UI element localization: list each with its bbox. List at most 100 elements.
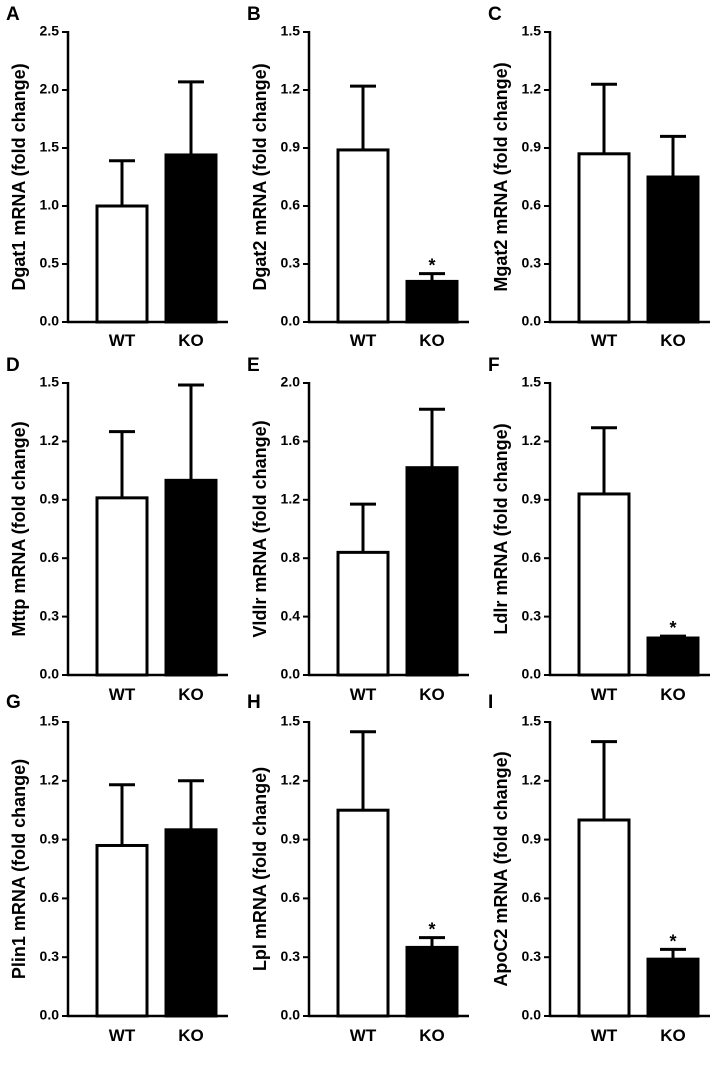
significance-marker: * xyxy=(428,920,435,940)
y-tick-label: 0.3 xyxy=(522,255,542,271)
bar-ko xyxy=(405,279,459,324)
y-tick-label: 0.6 xyxy=(522,889,542,905)
panel-h: H Lpl mRNA (fold change) WT * KO 0.0 0.3 0.6 0.9… xyxy=(247,692,469,1045)
panel-f: F Ldlr mRNA (fold change) WT * KO 0.0 0.3 0.6 0.… xyxy=(488,355,710,704)
y-axis-label: Mttp mRNA (fold change) xyxy=(9,421,29,636)
category-label: WT xyxy=(350,685,377,704)
y-axis-label: Dgat2 mRNA (fold change) xyxy=(250,63,270,290)
panel-c: C Mgat2 mRNA (fold change) WT KO 0.0 0.3 0.6 0.… xyxy=(488,4,710,350)
bar-wt xyxy=(336,550,390,677)
bar-ko xyxy=(405,945,459,1018)
y-tick-label: 0.3 xyxy=(281,255,301,271)
y-axis-label: Ldlr mRNA (fold change) xyxy=(491,423,511,634)
y-axis-label: ApoC2 mRNA (fold change) xyxy=(491,751,511,986)
y-axis-label: Mgat2 mRNA (fold change) xyxy=(491,62,511,291)
y-tick-label: 1.2 xyxy=(281,81,301,97)
y-tick-label: 1.2 xyxy=(522,772,542,788)
y-tick-label: 0.0 xyxy=(281,1007,301,1023)
bar-ko xyxy=(646,175,700,324)
y-tick-label: 0.4 xyxy=(281,607,301,623)
category-label: KO xyxy=(178,331,204,350)
y-tick-label: 2.0 xyxy=(281,374,301,390)
significance-marker: * xyxy=(669,618,676,638)
y-tick-label: 0.8 xyxy=(281,549,301,565)
category-label: KO xyxy=(419,685,445,704)
y-tick-label: 1.2 xyxy=(522,81,542,97)
category-label: WT xyxy=(350,331,377,350)
y-tick-label: 1.6 xyxy=(281,432,301,448)
y-tick-label: 1.5 xyxy=(522,23,542,39)
bar-wt xyxy=(577,492,631,677)
y-tick-label: 1.2 xyxy=(281,491,301,507)
y-tick-label: 0.9 xyxy=(522,139,542,155)
y-tick-label: 0.9 xyxy=(522,491,542,507)
bar-ko xyxy=(164,828,218,1018)
y-tick-label: 0.6 xyxy=(40,889,60,905)
category-label: WT xyxy=(591,685,618,704)
category-label: KO xyxy=(419,331,445,350)
category-label: KO xyxy=(178,685,204,704)
y-tick-label: 1.5 xyxy=(40,713,60,729)
panel-d: D Mttp mRNA (fold change) WT KO 0.0 0.3 0.6 0.9… xyxy=(6,355,228,704)
y-tick-label: 1.5 xyxy=(40,374,60,390)
y-tick-label: 1.0 xyxy=(40,197,60,213)
panel-letter: H xyxy=(247,692,261,713)
bar-wt xyxy=(577,152,631,324)
category-label: KO xyxy=(660,685,686,704)
y-tick-label: 1.5 xyxy=(40,139,60,155)
category-label: WT xyxy=(591,331,618,350)
bar-wt xyxy=(577,818,631,1018)
y-tick-label: 0.9 xyxy=(281,139,301,155)
panel-letter: E xyxy=(247,355,260,376)
y-tick-label: 0.9 xyxy=(40,491,60,507)
category-label: KO xyxy=(178,1026,204,1045)
y-tick-label: 0.0 xyxy=(281,313,301,329)
y-tick-label: 0.6 xyxy=(522,549,542,565)
y-tick-label: 0.9 xyxy=(522,830,542,846)
panel-g: G Plin1 mRNA (fold change) WT KO 0.0 0.3 0.6 0.… xyxy=(6,692,228,1045)
y-tick-label: 1.5 xyxy=(522,374,542,390)
panel-letter: B xyxy=(247,4,261,25)
y-tick-label: 1.2 xyxy=(522,432,542,448)
y-tick-label: 0.9 xyxy=(40,830,60,846)
y-tick-label: 0.6 xyxy=(40,549,60,565)
bar-wt xyxy=(336,808,390,1018)
category-label: WT xyxy=(109,685,136,704)
category-label: WT xyxy=(109,331,136,350)
y-tick-label: 0.0 xyxy=(40,666,60,682)
y-tick-label: 0.0 xyxy=(522,666,542,682)
y-tick-label: 0.0 xyxy=(40,313,60,329)
y-tick-label: 0.9 xyxy=(281,830,301,846)
y-axis-label: Vldlr mRNA (fold change) xyxy=(250,420,270,637)
y-tick-label: 1.5 xyxy=(281,713,301,729)
bar-ko xyxy=(164,478,218,677)
panel-letter: C xyxy=(488,4,502,25)
y-axis-label: Dgat1 mRNA (fold change) xyxy=(9,63,29,290)
bar-wt xyxy=(336,148,390,324)
category-label: WT xyxy=(591,1026,618,1045)
y-tick-label: 2.0 xyxy=(40,81,60,97)
y-tick-label: 0.0 xyxy=(40,1007,60,1023)
y-tick-label: 0.6 xyxy=(281,197,301,213)
y-tick-label: 1.2 xyxy=(40,772,60,788)
y-tick-label: 0.3 xyxy=(522,607,542,623)
y-tick-label: 0.3 xyxy=(281,948,301,964)
bar-wt xyxy=(95,204,149,324)
panel-a: A Dgat1 mRNA (fold change) WT KO 0.0 0.5 1.0 1.… xyxy=(6,4,228,350)
y-tick-label: 0.0 xyxy=(522,313,542,329)
category-label: WT xyxy=(350,1026,377,1045)
y-tick-label: 0.3 xyxy=(522,948,542,964)
category-label: KO xyxy=(419,1026,445,1045)
panel-b: B Dgat2 mRNA (fold change) WT * KO 0.0 0.3 0.6 0… xyxy=(247,4,469,350)
y-tick-label: 0.3 xyxy=(40,607,60,623)
panel-e: E Vldlr mRNA (fold change) WT KO 0.0 0.4 0.8 1.… xyxy=(247,355,469,704)
y-tick-label: 1.5 xyxy=(281,23,301,39)
y-tick-label: 0.0 xyxy=(281,666,301,682)
y-tick-label: 0.6 xyxy=(522,197,542,213)
category-label: KO xyxy=(660,1026,686,1045)
y-tick-label: 0.5 xyxy=(40,255,60,271)
category-label: WT xyxy=(109,1026,136,1045)
bar-ko xyxy=(646,636,700,677)
